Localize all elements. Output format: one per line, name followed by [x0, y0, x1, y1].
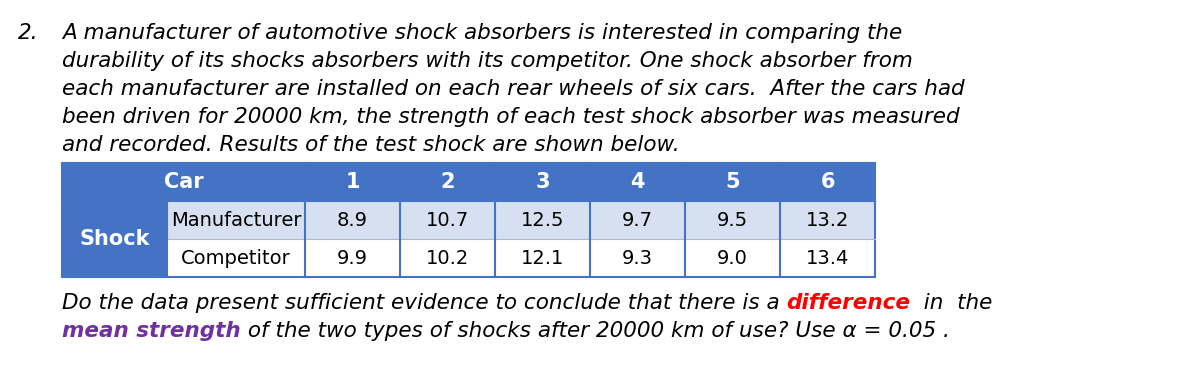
Text: A manufacturer of automotive shock absorbers is interested in comparing the: A manufacturer of automotive shock absor…: [62, 23, 902, 43]
Bar: [400, 201, 496, 239]
Text: of the two types of shocks after 20000 km of use? Use α = 0.05 .: of the two types of shocks after 20000 k…: [241, 321, 949, 341]
Text: 2: 2: [440, 172, 455, 192]
Text: 2.: 2.: [18, 23, 38, 43]
Bar: [590, 201, 685, 239]
Bar: [305, 163, 400, 201]
Text: Shock: Shock: [79, 229, 150, 249]
Text: difference: difference: [786, 293, 911, 313]
Bar: [400, 239, 496, 277]
Bar: [685, 163, 780, 201]
Text: 9.3: 9.3: [622, 249, 653, 267]
Text: durability of its shocks absorbers with its competitor. One shock absorber from: durability of its shocks absorbers with …: [62, 51, 913, 71]
Text: 1: 1: [346, 172, 360, 192]
Bar: [590, 163, 685, 201]
Text: 9.9: 9.9: [337, 249, 368, 267]
Bar: [167, 239, 305, 277]
Bar: [62, 163, 305, 201]
Text: 9.7: 9.7: [622, 211, 653, 229]
Bar: [780, 201, 875, 239]
Text: 12.5: 12.5: [521, 211, 564, 229]
Text: 12.1: 12.1: [521, 249, 564, 267]
Text: 13.4: 13.4: [806, 249, 850, 267]
Bar: [685, 201, 780, 239]
Bar: [62, 201, 167, 277]
Text: and recorded. Results of the test shock are shown below.: and recorded. Results of the test shock …: [62, 135, 679, 155]
Text: each manufacturer are installed on each rear wheels of six cars.  After the cars: each manufacturer are installed on each …: [62, 79, 965, 99]
Text: 9.0: 9.0: [718, 249, 748, 267]
Text: Do the data present sufficient evidence to conclude that there is a: Do the data present sufficient evidence …: [62, 293, 786, 313]
Text: 8.9: 8.9: [337, 211, 368, 229]
Text: mean strength: mean strength: [62, 321, 241, 341]
Bar: [62, 163, 875, 277]
Bar: [496, 163, 590, 201]
Text: 5: 5: [725, 172, 740, 192]
Bar: [496, 201, 590, 239]
Text: 4: 4: [630, 172, 644, 192]
Text: 10.7: 10.7: [426, 211, 469, 229]
Text: 3: 3: [535, 172, 550, 192]
Bar: [400, 163, 496, 201]
Text: in  the: in the: [911, 293, 992, 313]
Text: 6: 6: [821, 172, 835, 192]
Bar: [305, 201, 400, 239]
Text: Car: Car: [163, 172, 203, 192]
Text: Manufacturer: Manufacturer: [170, 211, 301, 229]
Bar: [780, 163, 875, 201]
Text: Competitor: Competitor: [181, 249, 290, 267]
Text: been driven for 20000 km, the strength of each test shock absorber was measured: been driven for 20000 km, the strength o…: [62, 107, 960, 127]
Bar: [496, 239, 590, 277]
Bar: [685, 239, 780, 277]
Bar: [780, 239, 875, 277]
Text: 10.2: 10.2: [426, 249, 469, 267]
Bar: [305, 239, 400, 277]
Bar: [590, 239, 685, 277]
Text: 13.2: 13.2: [806, 211, 850, 229]
Bar: [167, 201, 305, 239]
Text: 9.5: 9.5: [716, 211, 748, 229]
